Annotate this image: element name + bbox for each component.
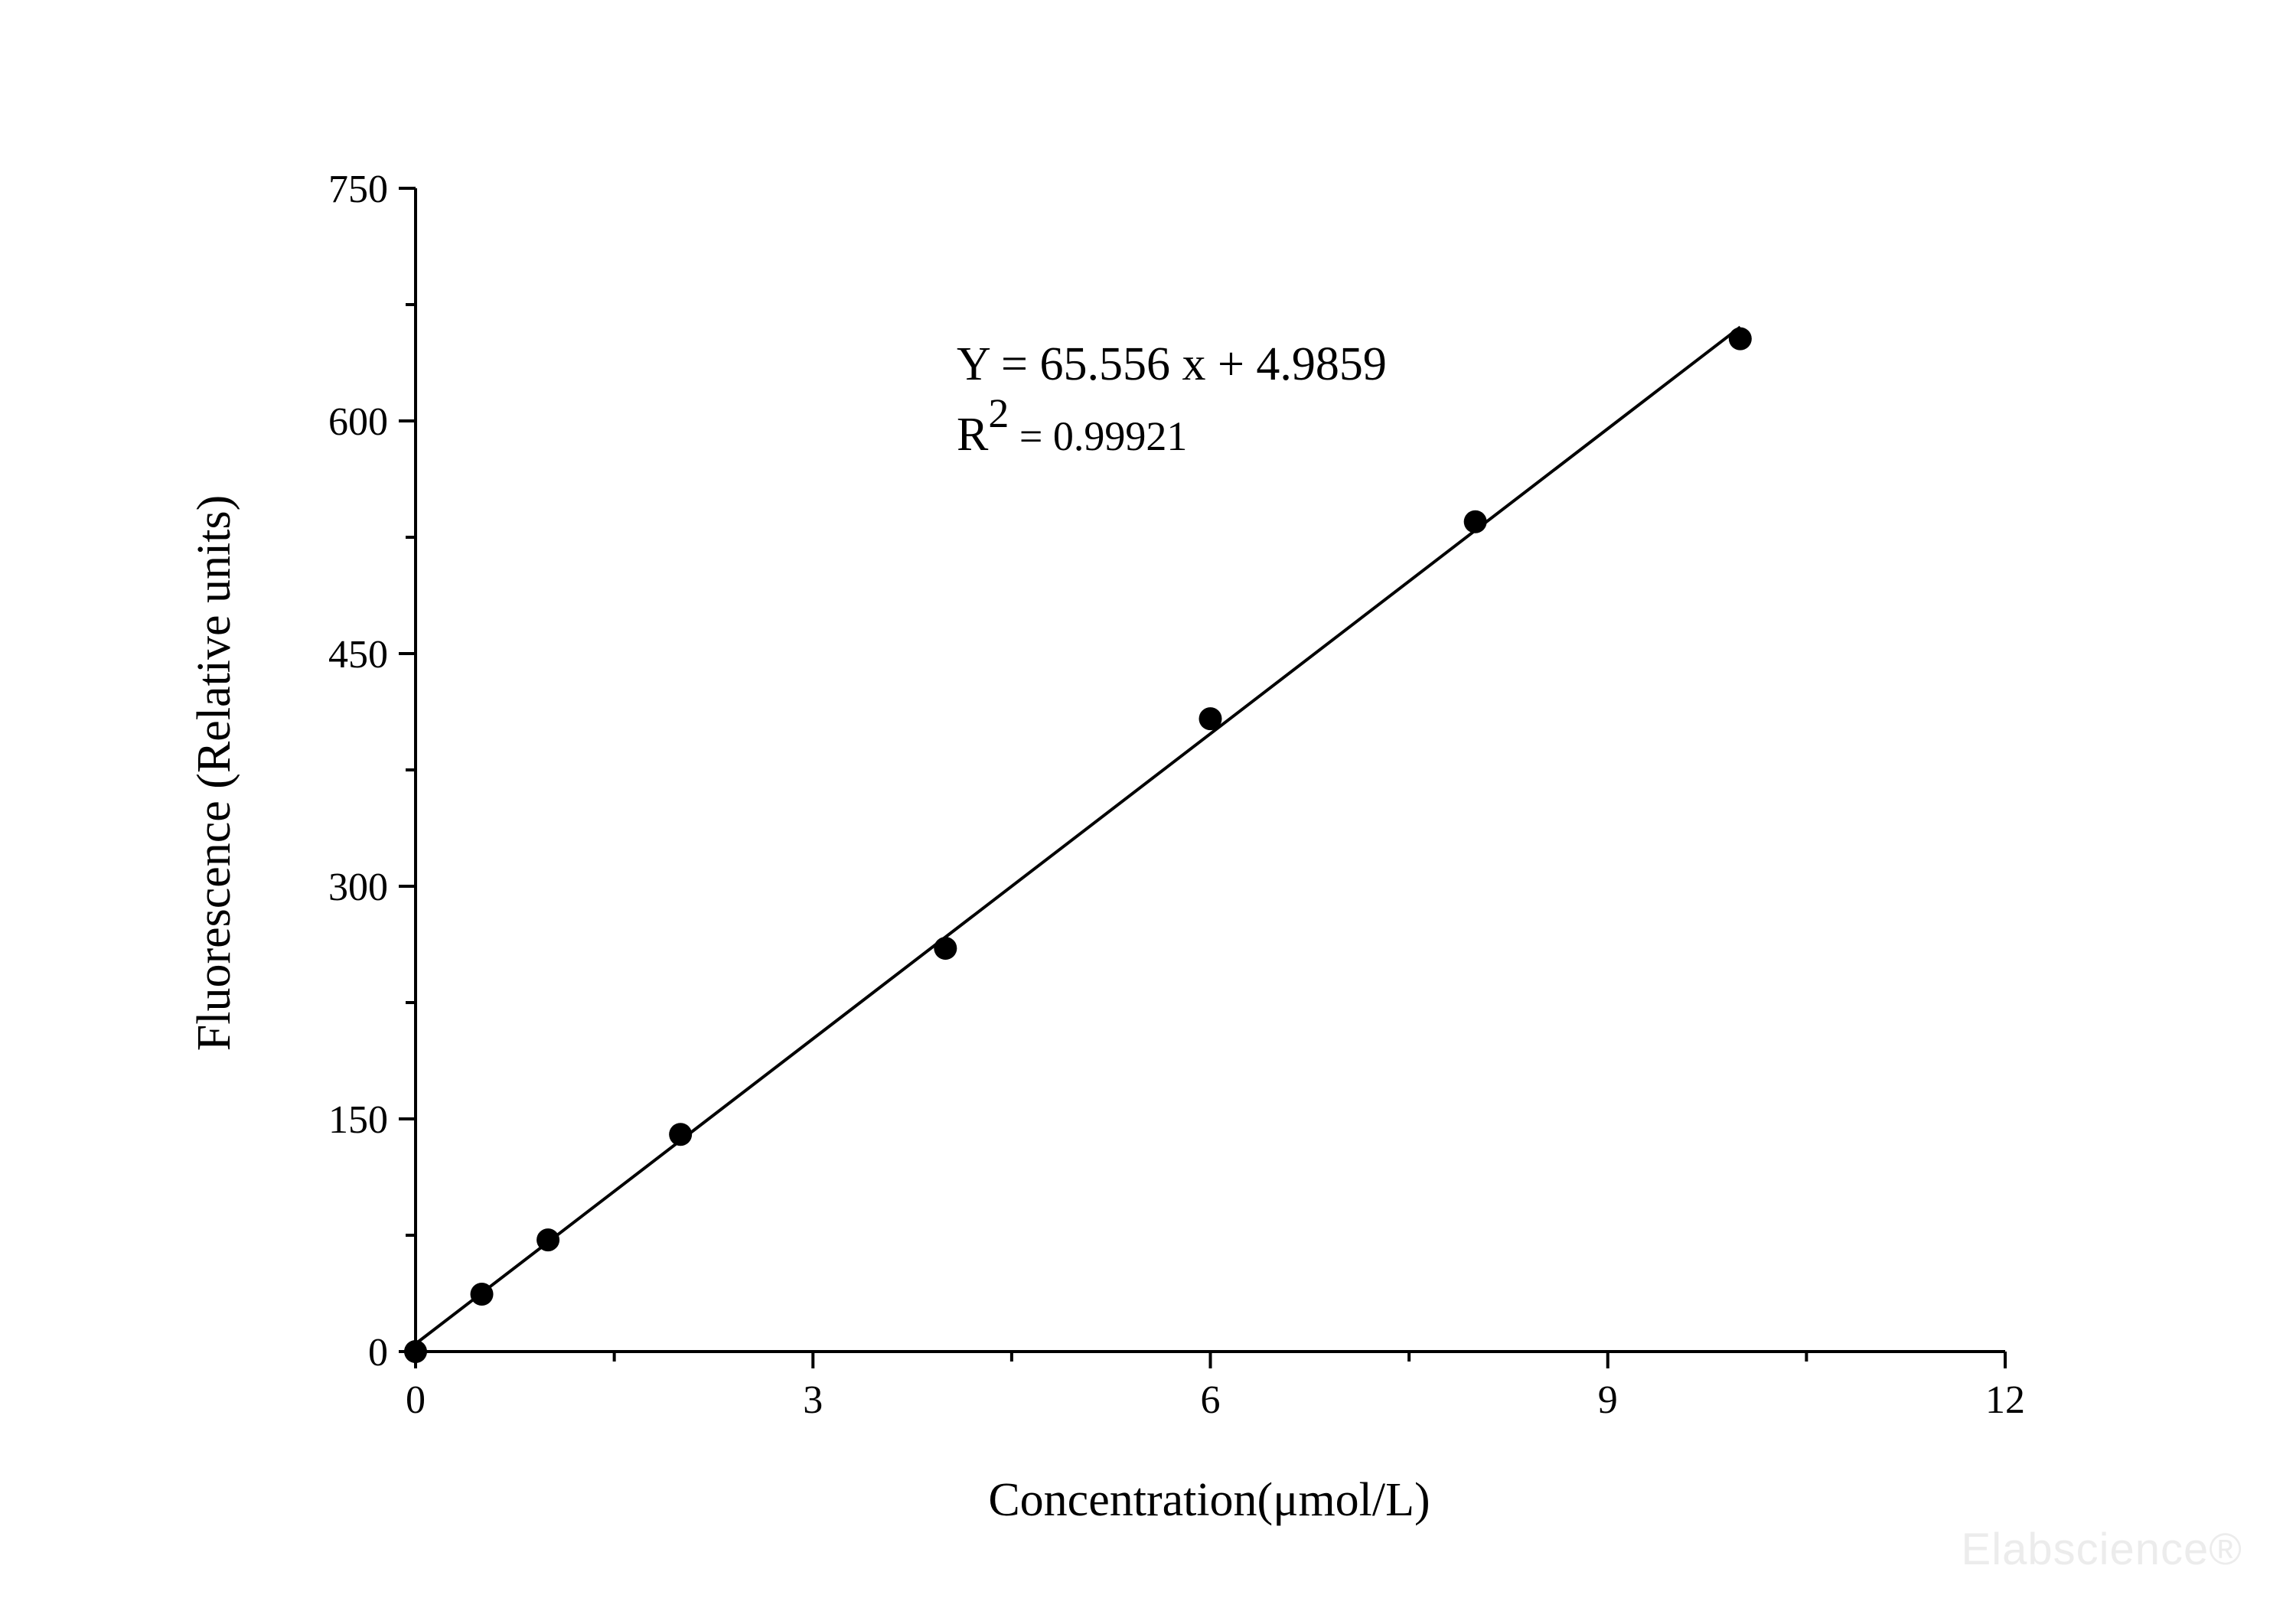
x-tick-label: 12 xyxy=(1985,1378,2025,1422)
r-squared: R2 = 0.99921 xyxy=(957,390,1187,461)
y-tick-label: 150 xyxy=(328,1098,388,1142)
data-point xyxy=(404,1340,427,1363)
r-squared-superscript: 2 xyxy=(988,390,1009,436)
x-tick-label: 0 xyxy=(406,1378,426,1422)
data-point xyxy=(934,937,957,960)
data-point xyxy=(470,1283,494,1306)
data-point xyxy=(1199,707,1222,731)
y-tick-label: 450 xyxy=(328,633,388,677)
data-point xyxy=(1728,327,1752,351)
fit-equation: Y = 65.556 x + 4.9859 xyxy=(957,338,1387,390)
y-tick-label: 600 xyxy=(328,400,388,444)
x-axis-title: Concentration(μmol/L) xyxy=(988,1474,1430,1526)
x-tick-label: 6 xyxy=(1201,1378,1221,1422)
r-squared-prefix: R xyxy=(957,409,989,461)
watermark: Elabscience® xyxy=(1961,1525,2242,1574)
data-points xyxy=(404,327,1752,1363)
y-axis-title: Fluorescence (Relative units) xyxy=(188,495,240,1052)
x-tick-label: 9 xyxy=(1598,1378,1618,1422)
r-squared-value: = 0.99921 xyxy=(1009,413,1187,459)
data-point xyxy=(669,1123,693,1146)
ticks xyxy=(399,187,2007,1368)
y-tick-label: 0 xyxy=(368,1331,388,1375)
data-point xyxy=(1463,510,1487,533)
tick-labels: 0 3 6 9 12 0 150 300 450 600 750 xyxy=(328,168,2025,1422)
fit-line xyxy=(414,325,1742,1345)
x-tick-label: 3 xyxy=(803,1378,823,1422)
y-tick-label: 300 xyxy=(328,866,388,909)
data-point xyxy=(536,1228,560,1252)
y-tick-label: 750 xyxy=(328,168,388,211)
